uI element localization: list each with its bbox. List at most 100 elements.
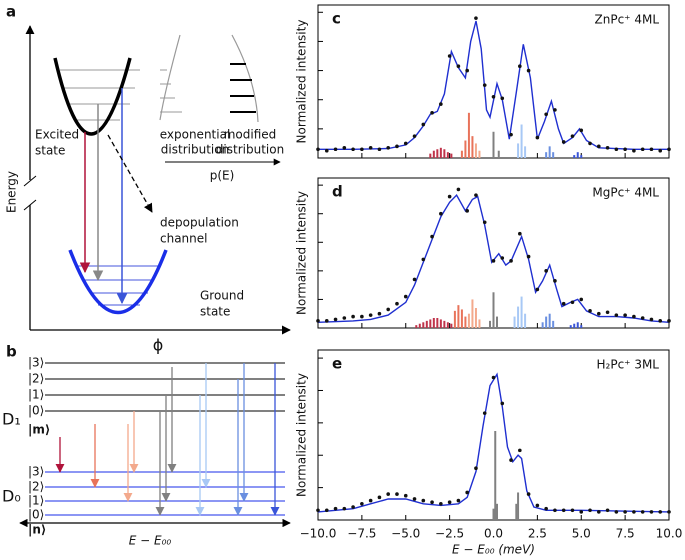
transition-arrows bbox=[55, 363, 280, 516]
panel-label: b bbox=[6, 343, 17, 361]
data-point bbox=[474, 193, 478, 197]
label: modified bbox=[224, 128, 277, 142]
data-point bbox=[640, 510, 645, 514]
level-label: |2⟩ bbox=[28, 372, 44, 386]
lower-levels bbox=[45, 471, 285, 516]
data-point bbox=[535, 503, 540, 508]
x-tick-label: 0.0 bbox=[484, 527, 503, 541]
data-point bbox=[526, 254, 531, 259]
data-point bbox=[421, 122, 426, 127]
data-point bbox=[316, 319, 320, 323]
level-label: |2⟩ bbox=[28, 480, 44, 494]
data-point bbox=[570, 134, 575, 138]
data-point bbox=[456, 64, 461, 68]
level-label: |1⟩ bbox=[28, 494, 44, 508]
data-point bbox=[430, 111, 434, 115]
label: state bbox=[35, 144, 65, 158]
spectra: c ZnPc⁺ 4ML Normalized intensity d MgPc⁺ 4ML… bbox=[295, 4, 682, 557]
data-point bbox=[579, 297, 584, 302]
chart-title: MgPc⁺ 4ML bbox=[592, 186, 659, 200]
x-tick-label: −7.5 bbox=[347, 527, 376, 541]
data-point bbox=[579, 128, 584, 133]
data-point bbox=[535, 287, 540, 292]
level-label: |0⟩ bbox=[28, 404, 44, 418]
data-point bbox=[412, 134, 417, 138]
panel-label: e bbox=[332, 355, 342, 373]
exp-bars bbox=[160, 69, 182, 113]
data-point bbox=[623, 313, 627, 317]
data-point bbox=[403, 294, 408, 299]
data-point bbox=[632, 314, 636, 319]
data-point bbox=[588, 508, 592, 513]
data-point bbox=[491, 375, 496, 380]
data-point bbox=[597, 311, 601, 316]
data-point bbox=[403, 141, 408, 146]
x-tick-label: −2.5 bbox=[435, 527, 464, 541]
data-point bbox=[509, 458, 513, 462]
axis-label: Energy bbox=[5, 171, 19, 213]
data-point bbox=[377, 147, 382, 152]
data-point bbox=[491, 259, 496, 263]
data-point bbox=[605, 146, 610, 150]
data-point bbox=[395, 144, 399, 149]
data-point bbox=[324, 148, 329, 153]
data-point bbox=[658, 510, 663, 514]
data-point bbox=[439, 102, 443, 106]
data-point bbox=[421, 257, 426, 262]
data-point bbox=[342, 146, 347, 150]
data-point bbox=[368, 313, 373, 317]
data-point bbox=[544, 112, 548, 117]
level-label: |1⟩ bbox=[28, 388, 44, 402]
x-axis-label: E − E₀₀ (meV) bbox=[452, 543, 535, 557]
data-point bbox=[482, 411, 487, 415]
data-point bbox=[447, 194, 452, 199]
data-point bbox=[597, 144, 601, 149]
excited-parabola bbox=[53, 57, 132, 136]
data-point bbox=[324, 508, 329, 513]
data-point bbox=[430, 500, 434, 504]
data-point bbox=[561, 508, 566, 513]
data-point bbox=[553, 108, 557, 112]
data-point bbox=[456, 498, 461, 503]
data-point bbox=[412, 277, 417, 282]
data-point bbox=[316, 147, 320, 152]
axis-label: p(E) bbox=[210, 169, 235, 183]
data-point bbox=[579, 510, 584, 514]
x-tick-label: 5.0 bbox=[572, 527, 591, 541]
data-point bbox=[544, 506, 548, 511]
data-point bbox=[395, 492, 399, 496]
data-point bbox=[605, 508, 610, 513]
data-point bbox=[351, 314, 355, 319]
label: Excited bbox=[35, 128, 79, 142]
x-tick-label: 7.5 bbox=[616, 527, 635, 541]
x-tick-label: 2.5 bbox=[528, 527, 547, 541]
label: exponential bbox=[160, 128, 231, 142]
data-point bbox=[518, 231, 522, 236]
label: state bbox=[200, 305, 230, 319]
ground-parabola bbox=[68, 249, 168, 314]
data-point bbox=[500, 256, 505, 260]
data-point bbox=[588, 141, 592, 146]
data-point bbox=[632, 510, 636, 514]
level-label: |m⟩ bbox=[28, 423, 50, 437]
data-point bbox=[351, 147, 355, 152]
data-point bbox=[482, 83, 487, 87]
exp-curve bbox=[159, 34, 181, 121]
level-label: |3⟩ bbox=[28, 356, 44, 370]
axis-label: ϕ bbox=[153, 336, 164, 355]
data-point bbox=[439, 211, 443, 216]
data-point bbox=[368, 146, 373, 150]
data-point bbox=[403, 493, 408, 498]
data-point bbox=[649, 510, 654, 514]
data-point bbox=[640, 147, 645, 152]
data-point bbox=[597, 510, 601, 514]
data-point bbox=[553, 279, 557, 283]
data-point bbox=[614, 147, 619, 152]
data-point bbox=[500, 96, 505, 101]
data-point bbox=[535, 135, 540, 140]
data-point bbox=[333, 317, 338, 322]
panel-a: a Energy ϕ Excited state depopulation ch… bbox=[5, 3, 291, 355]
chart-title: H₂Pc⁺ 3ML bbox=[597, 358, 660, 372]
data-point bbox=[377, 495, 382, 500]
